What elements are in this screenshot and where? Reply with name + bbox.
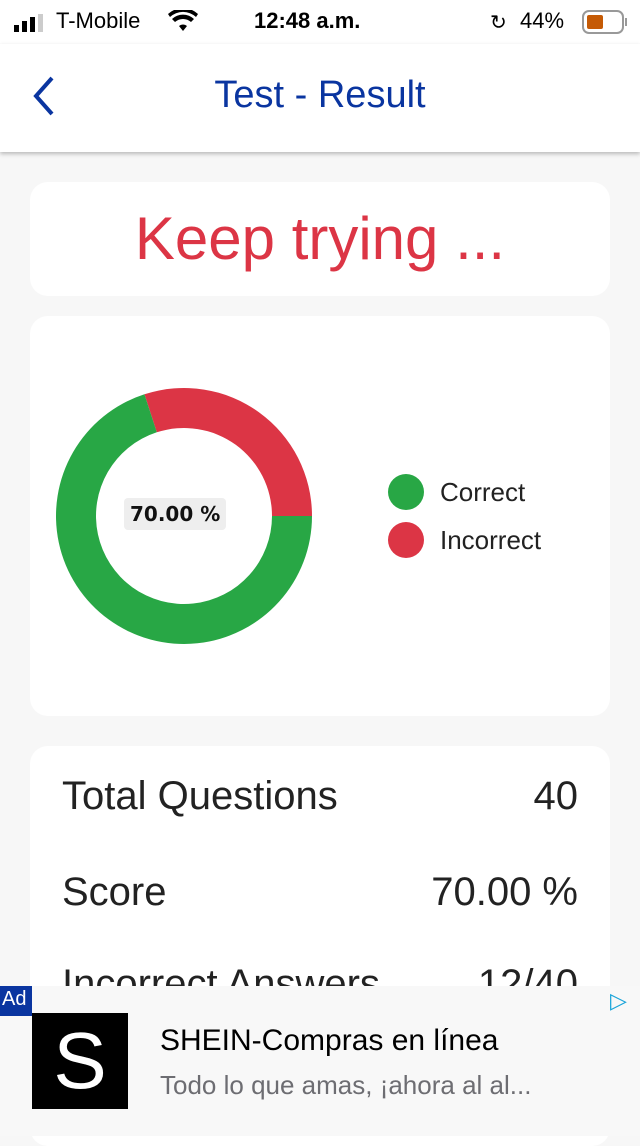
ad-logo: S [32, 1013, 128, 1109]
wifi-icon [168, 8, 198, 38]
stat-label: Total Questions [62, 774, 338, 818]
legend-item-incorrect[interactable]: Incorrect [388, 522, 541, 558]
ad-title: SHEIN-Compras en línea [160, 1024, 499, 1057]
stat-value: 70.00 % [431, 870, 578, 914]
status-bar: T-Mobile 12:48 a.m. ↻ 44% [0, 0, 640, 44]
result-message-card: Keep trying ... [30, 182, 610, 296]
result-chart-card: 70.00 % Correct Incorrect [30, 316, 610, 716]
ad-banner[interactable]: Ad ▷ S SHEIN-Compras en línea Todo lo qu… [0, 986, 640, 1136]
legend-dot-incorrect [388, 522, 424, 558]
clock: 12:48 a.m. [254, 8, 361, 33]
legend-item-correct[interactable]: Correct [388, 474, 525, 510]
page-title: Test - Result [214, 74, 426, 116]
donut-center-label: 70.00 % [124, 498, 227, 530]
battery-icon [582, 10, 628, 40]
navigation-bar: Test - Result [0, 44, 640, 152]
back-button[interactable] [28, 74, 68, 118]
stat-row-score: Score 70.00 % [62, 870, 578, 915]
legend-dot-correct [388, 474, 424, 510]
rotation-lock-icon: ↻ [490, 12, 507, 34]
stat-label: Score [62, 870, 167, 914]
battery-percent: 44% [520, 8, 565, 33]
donut-chart [55, 388, 312, 644]
signal-icon [14, 12, 48, 38]
stat-value: 40 [533, 774, 579, 818]
adchoices-icon[interactable]: ▷ [610, 988, 627, 1013]
result-message: Keep trying ... [134, 205, 506, 272]
chevron-left-icon [33, 76, 54, 116]
stat-row-total-questions: Total Questions 40 [62, 774, 578, 819]
ad-tag: Ad [0, 986, 32, 1016]
donut-slice-correct[interactable] [55, 394, 312, 644]
legend-label: Correct [440, 476, 526, 507]
ad-subtitle: Todo lo que amas, ¡ahora al al... [160, 1070, 532, 1100]
legend-label: Incorrect [440, 524, 542, 555]
donut-slice-incorrect[interactable] [144, 388, 312, 516]
carrier: T-Mobile [56, 8, 141, 33]
